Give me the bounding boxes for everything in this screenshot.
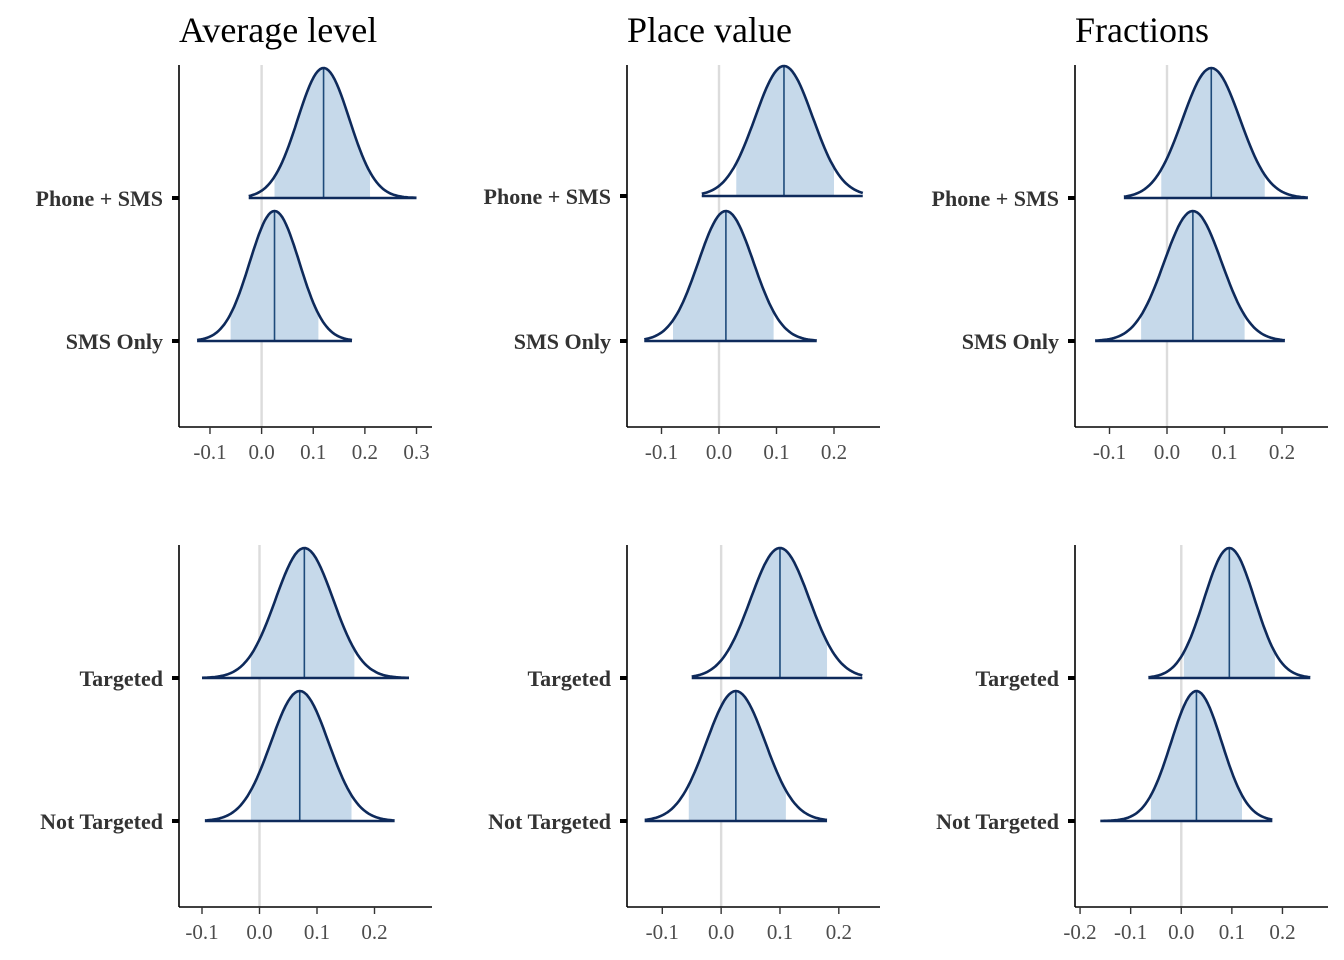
density-curve-phone-sms [1123,66,1308,200]
category-label-targeted: Targeted [975,666,1059,691]
density-curve-not-targeted [1100,689,1273,823]
category-label-targeted: Targeted [527,666,611,691]
density-interval-phone-sms [1161,68,1265,198]
density-interval-targeted [250,548,355,678]
x-tick-label: 0.1 [763,440,789,464]
x-tick-label: -0.1 [185,920,218,944]
category-label-sms-only: SMS Only [66,329,163,354]
density-curve-phone-sms [701,64,864,198]
category-label-sms-only: SMS Only [514,329,611,354]
category-label-not-targeted: Not Targeted [936,809,1059,834]
panel-3: Fractions Phone + SMS SMS Only -0.1 0.0 0.1 0.… [932,10,1328,464]
x-tick-label: 0.0 [708,920,734,944]
category-label-not-targeted: Not Targeted [488,809,611,834]
x-tick-label: 0.2 [361,920,387,944]
category-label-sms-only: SMS Only [962,329,1059,354]
panel-title: Fractions [1075,10,1209,50]
panel-6: Targeted Not Targeted -0.2 -0.1 0.0 0.1 0.2 [936,545,1328,944]
x-tick-label: 0.1 [767,920,793,944]
x-tick-label: 0.2 [1269,440,1295,464]
panel-4: Targeted Not Targeted -0.1 0.0 0.1 0.2 [40,545,432,944]
x-tick-label: 0.0 [1168,920,1194,944]
category-label-phone-sms: Phone + SMS [36,186,163,211]
panel-1: Average level Phone + SMS SMS Only -0.1 0.0 0… [36,10,432,464]
x-tick-label: 0.0 [1154,440,1180,464]
x-tick-label: 0.1 [1211,440,1237,464]
x-tick-label: 0.0 [706,440,732,464]
density-interval-not-targeted [250,691,352,821]
x-tick-label: -0.2 [1063,920,1096,944]
x-tick-label: 0.1 [304,920,330,944]
density-interval-sms-only [673,211,774,341]
density-curve-not-targeted [644,689,828,823]
density-curve-sms-only [1095,209,1286,343]
x-tick-label: 0.2 [352,440,378,464]
density-curve-phone-sms [248,66,417,200]
category-label-phone-sms: Phone + SMS [484,184,611,209]
x-tick-label: -0.1 [193,440,226,464]
x-tick-label: 0.1 [300,440,326,464]
x-tick-label: 0.2 [1269,920,1295,944]
density-curve-targeted [201,546,409,680]
x-tick-label: 0.0 [248,440,274,464]
x-tick-label: 0.2 [821,440,847,464]
density-curve-not-targeted [204,689,395,823]
panel-title: Place value [627,10,792,50]
density-curve-targeted [691,546,863,680]
panel-title: Average level [179,10,377,50]
category-label-phone-sms: Phone + SMS [932,186,1059,211]
density-interval-targeted [729,548,828,678]
density-interval-phone-sms [274,68,371,198]
category-label-not-targeted: Not Targeted [40,809,163,834]
density-interval-phone-sms [736,66,834,196]
x-tick-label: -0.1 [1114,920,1147,944]
density-curve-sms-only [643,209,817,343]
density-curve-sms-only [196,209,353,343]
x-tick-label: 0.2 [826,920,852,944]
density-curve-targeted [1148,546,1311,680]
x-tick-label: 0.0 [246,920,272,944]
x-tick-label: -0.1 [645,440,678,464]
x-tick-label: 0.1 [1219,920,1245,944]
density-interval-not-targeted [688,691,786,821]
category-label-targeted: Targeted [79,666,163,691]
panel-2: Place value Phone + SMS SMS Only -0.1 0.0 0.1… [484,10,880,464]
x-tick-label: 0.3 [403,440,429,464]
x-tick-label: -0.1 [1093,440,1126,464]
panel-5: Targeted Not Targeted -0.1 0.0 0.1 0.2 [488,545,880,944]
x-tick-label: -0.1 [646,920,679,944]
